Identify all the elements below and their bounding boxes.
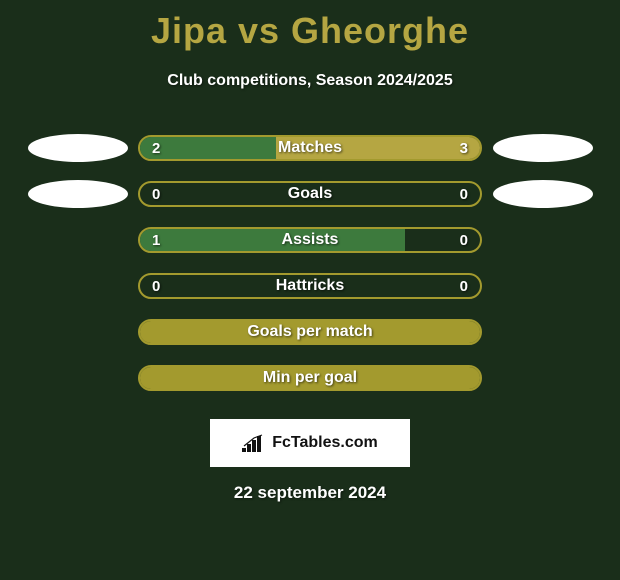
player-photo-placeholder (28, 180, 128, 208)
stat-bar-track: Goals per match (138, 319, 482, 345)
stat-label: Goals per match (140, 321, 480, 343)
fctables-logo-icon (242, 434, 266, 452)
logo-box: FcTables.com (210, 419, 410, 467)
logo-text: FcTables.com (272, 434, 378, 452)
left-photo-slot (25, 263, 130, 309)
stat-row: 00Hattricks (0, 263, 620, 309)
stat-label: Hattricks (140, 275, 480, 297)
left-photo-slot (25, 217, 130, 263)
stat-row: Min per goal (0, 355, 620, 401)
date-line: 22 september 2024 (0, 483, 620, 503)
stats-container: 23Matches 00Goals 10Assists 00Hattricks Goal… (0, 125, 620, 401)
right-photo-slot (490, 263, 595, 309)
stat-label: Matches (140, 137, 480, 159)
right-photo-slot (490, 125, 595, 171)
stat-row: 10Assists (0, 217, 620, 263)
left-photo-slot (25, 125, 130, 171)
left-photo-slot (25, 309, 130, 355)
stat-bar-track: 23Matches (138, 135, 482, 161)
right-photo-slot (490, 355, 595, 401)
player-photo-placeholder (493, 134, 593, 162)
stat-label: Assists (140, 229, 480, 251)
stat-bar-track: 10Assists (138, 227, 482, 253)
right-photo-slot (490, 217, 595, 263)
left-photo-slot (25, 355, 130, 401)
player-photo-placeholder (28, 134, 128, 162)
stat-label: Min per goal (140, 367, 480, 389)
stat-row: Goals per match (0, 309, 620, 355)
right-photo-slot (490, 171, 595, 217)
stat-row: 00Goals (0, 171, 620, 217)
stat-bar-track: 00Hattricks (138, 273, 482, 299)
stat-row: 23Matches (0, 125, 620, 171)
stat-bar-track: Min per goal (138, 365, 482, 391)
stat-label: Goals (140, 183, 480, 205)
left-photo-slot (25, 171, 130, 217)
page-subtitle: Club competitions, Season 2024/2025 (0, 72, 620, 90)
right-photo-slot (490, 309, 595, 355)
stat-bar-track: 00Goals (138, 181, 482, 207)
page-title: Jipa vs Gheorghe (0, 0, 620, 52)
player-photo-placeholder (493, 180, 593, 208)
